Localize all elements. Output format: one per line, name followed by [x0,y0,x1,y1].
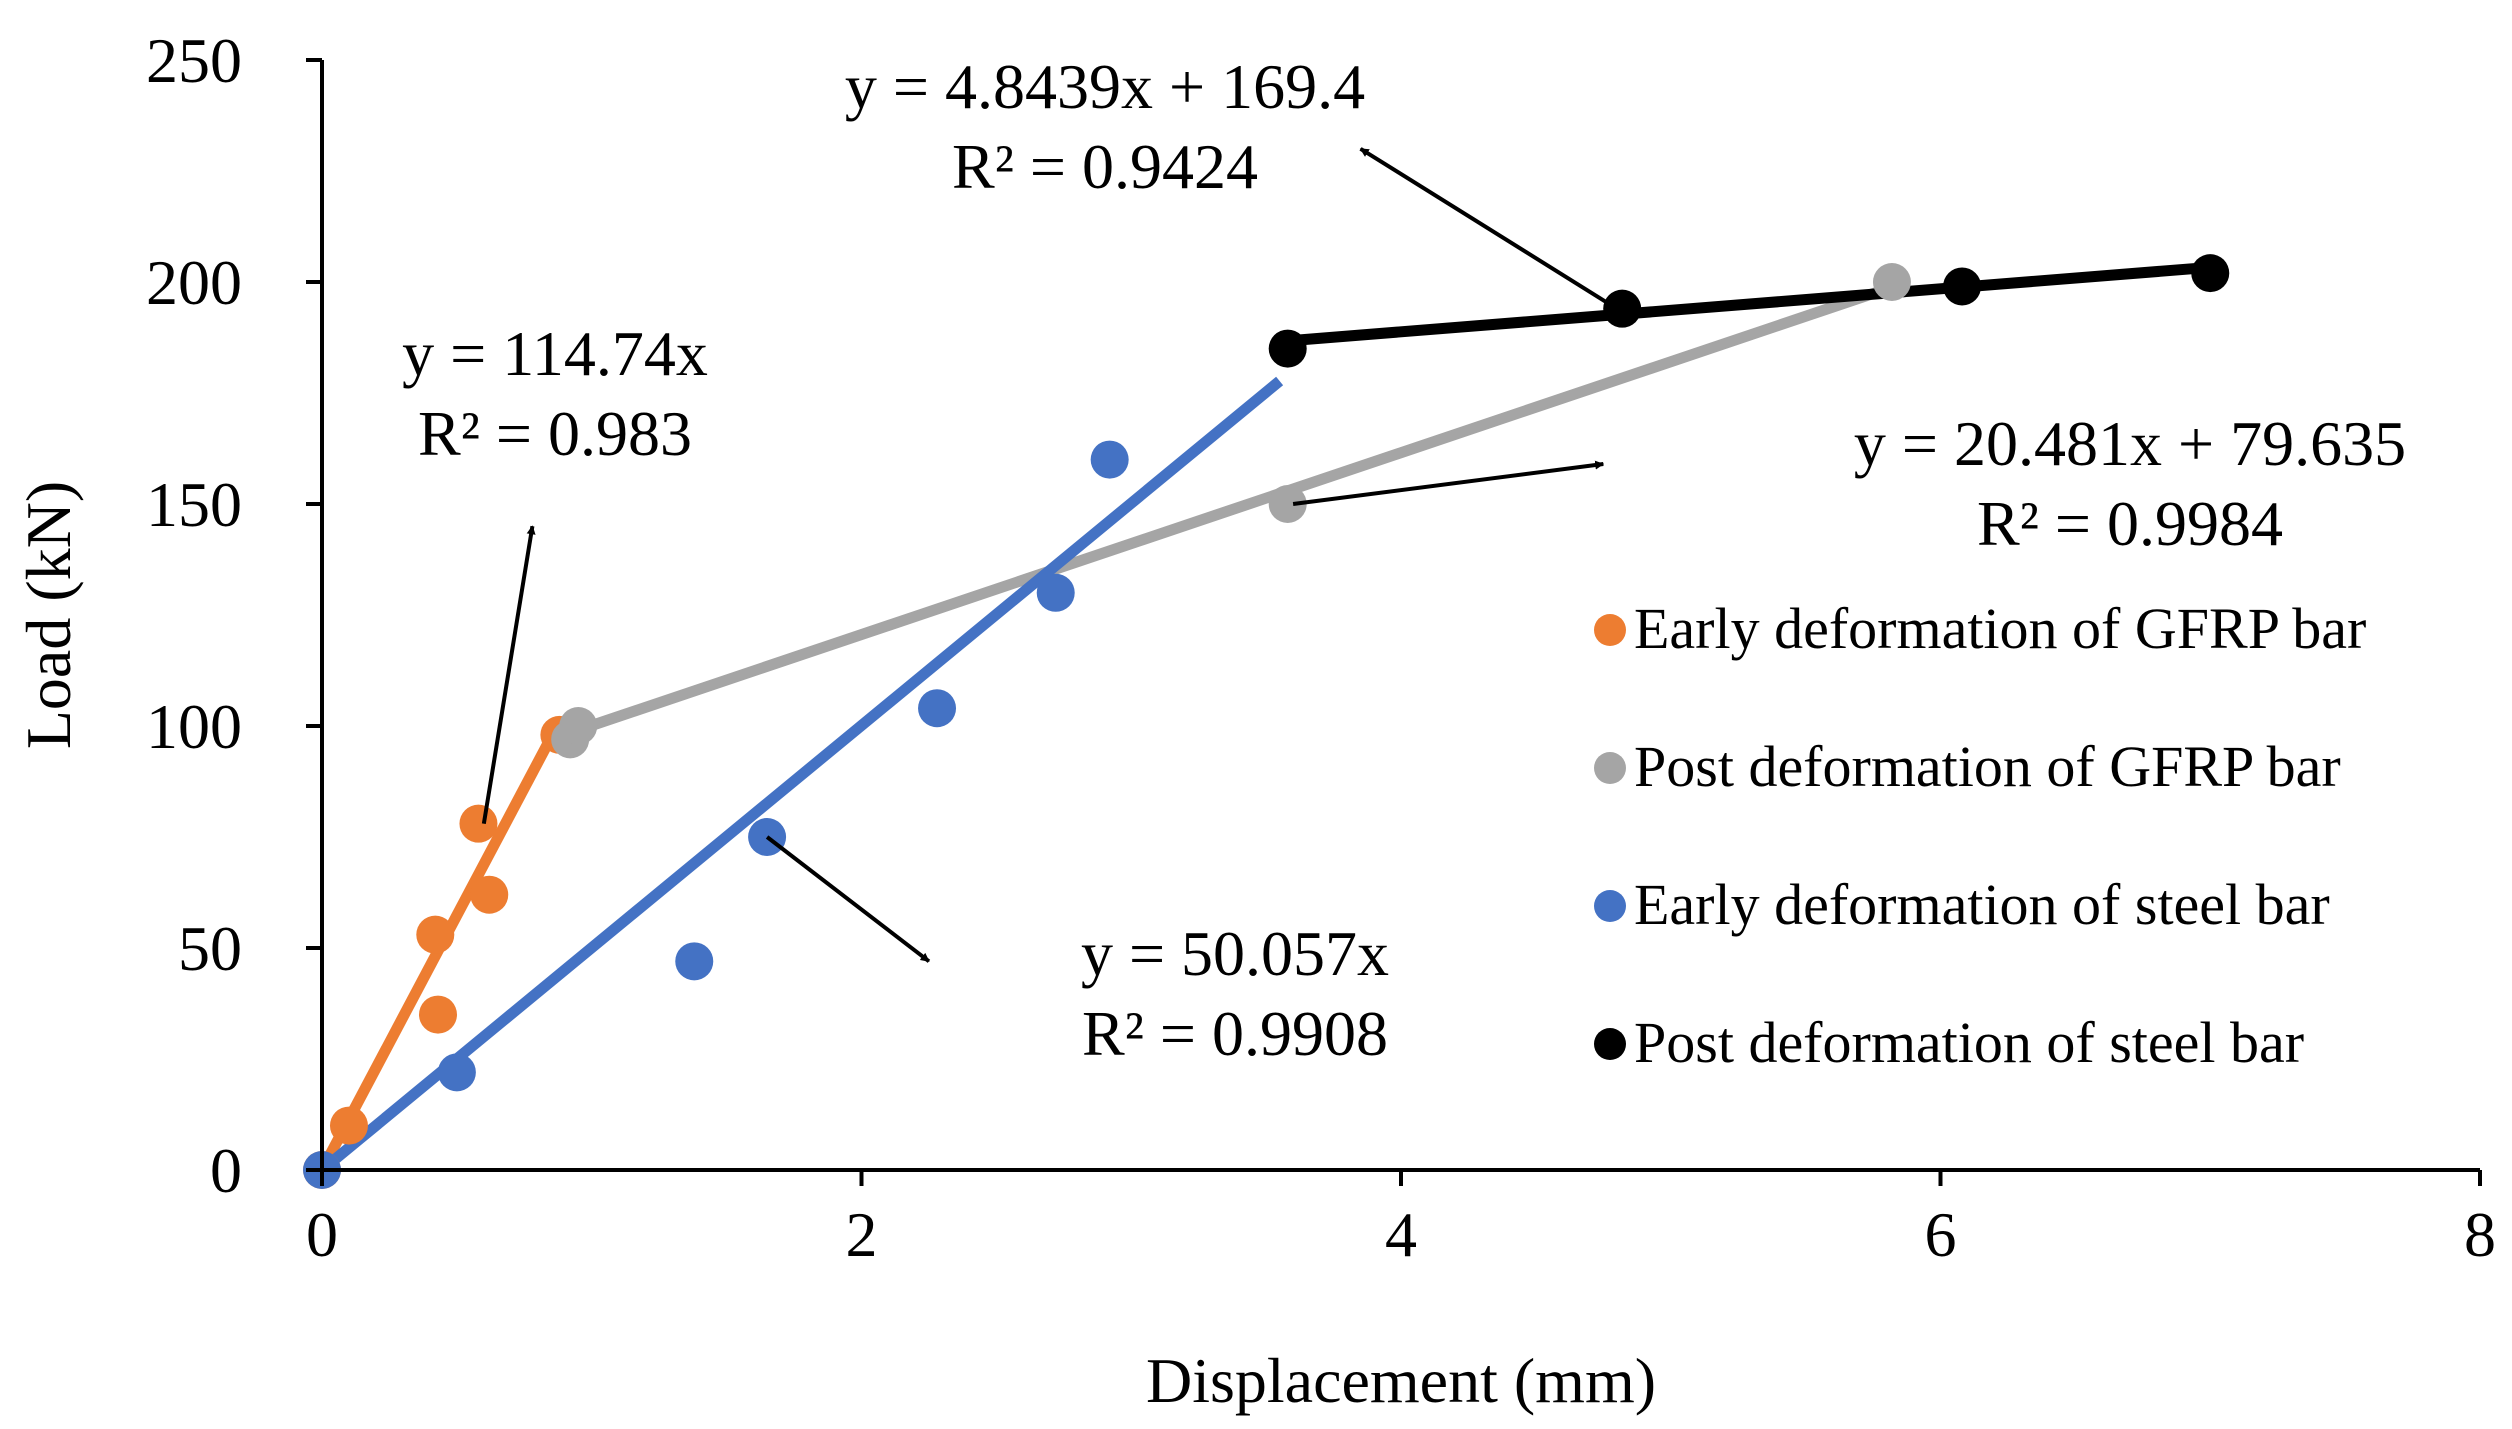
y-tick-label: 150 [146,469,242,540]
x-tick-label: 0 [306,1199,338,1270]
data-point [416,915,455,954]
annotation-arrow [481,525,536,825]
y-tick-label: 200 [146,247,242,318]
trendline [568,281,1894,738]
x-tick-label: 8 [2464,1199,2496,1270]
data-point [437,1053,476,1092]
data-point [1090,440,1129,479]
data-point [1943,267,1982,306]
y-tick-label: 100 [146,691,242,762]
axes: 0 2 4 6 8 0 50 100 150 200 250 [146,25,2496,1270]
trendline-r-squared: R² = 0.9984 [1977,488,2283,559]
trendline-equation: y = 20.481x + 79.635 [1854,408,2406,479]
trendline-r-squared: R² = 0.983 [418,398,692,469]
trendline-annotation-steel-post: y = 4.8439x + 169.4 R² = 0.9424 [845,51,1618,311]
data-point [470,875,509,914]
data-point [329,1106,368,1145]
data-point [1268,485,1307,523]
legend-label: Post deformation of steel bar [1634,1010,2304,1075]
y-tick-label: 50 [178,913,242,984]
y-tick-label: 250 [146,25,242,96]
data-point [418,995,457,1034]
x-tick-label: 4 [1385,1199,1417,1270]
legend-label: Early deformation of steel bar [1634,872,2330,937]
trendline-equation: y = 4.8439x + 169.4 [845,51,1365,122]
trendline-equation: y = 50.057x [1081,918,1389,989]
data-point [2191,254,2230,293]
legend: Early deformation of GFRP bar Post deform… [1594,596,2366,1075]
y-axis-ticks: 0 50 100 150 200 250 [146,25,322,1206]
x-tick-label: 6 [1925,1199,1957,1270]
legend-label: Post deformation of GFRP bar [1634,734,2341,799]
trendline [1287,261,2211,347]
trendline-equation: y = 114.74x [402,318,708,389]
trendline-annotation-gfrp-post: y = 20.481x + 79.635 R² = 0.9984 [1292,408,2406,559]
annotations: y = 4.8439x + 169.4 R² = 0.9424 y = 114.74… [402,51,2406,1069]
annotation-arrow [1292,460,1605,506]
annotation-arrow [1359,147,1618,311]
trendline [318,376,1284,1175]
x-axis-ticks: 0 2 4 6 8 [306,1170,2496,1270]
annotation-arrow [765,835,931,963]
data-point [1268,329,1307,368]
trendline-annotation-gfrp-early: y = 114.74x R² = 0.983 [402,318,708,825]
data-point [918,689,957,728]
legend-marker [1594,1028,1626,1060]
legend-marker [1594,890,1626,922]
data-point [1603,289,1642,328]
trendline-r-squared: R² = 0.9908 [1082,998,1388,1069]
x-axis-title: Displacement (mm) [1146,1345,1656,1416]
x-tick-label: 2 [846,1199,878,1270]
data-point [459,804,498,843]
data-point [1872,263,1911,301]
data-point [1036,573,1075,612]
trendline-r-squared: R² = 0.9424 [952,131,1258,202]
legend-marker [1594,614,1626,646]
data-points [303,254,2230,1189]
y-tick-label: 0 [210,1135,242,1206]
legend-marker [1594,752,1626,784]
data-point [675,942,714,981]
y-axis-title: Load (kN) [13,481,84,749]
data-point [559,707,598,745]
legend-label: Early deformation of GFRP bar [1634,596,2366,661]
trendline-annotation-steel-early: y = 50.057x R² = 0.9908 [765,835,1389,1069]
